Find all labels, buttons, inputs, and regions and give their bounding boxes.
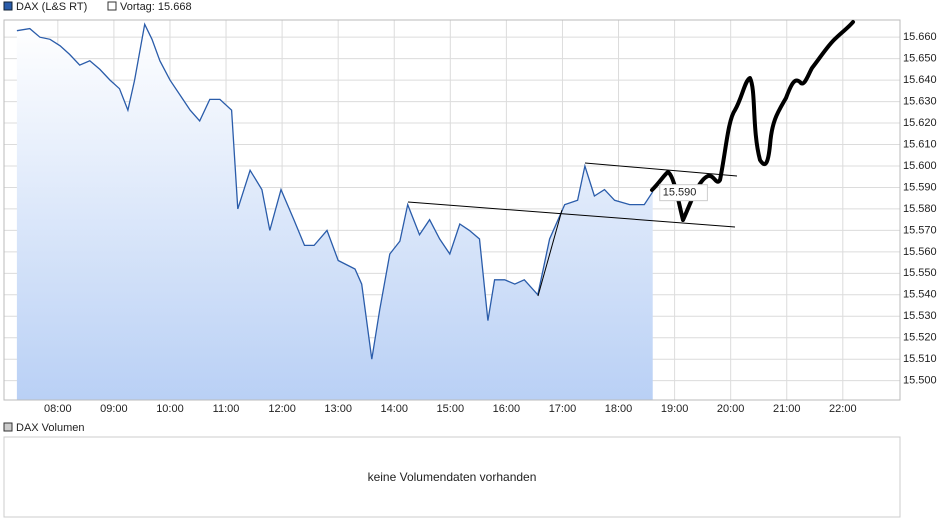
legend-swatch — [3, 422, 13, 432]
price-line — [16, 22, 654, 360]
trend-line — [407, 201, 736, 228]
y-tick-label: 15.660 — [903, 31, 937, 43]
legend-swatch — [3, 1, 13, 11]
last-value-label: 15.590 — [663, 187, 697, 199]
trend-line — [584, 162, 738, 177]
y-tick-label: 15.550 — [903, 267, 937, 279]
y-tick-label: 15.510 — [903, 353, 937, 365]
volume-message: keine Volumendaten vorhanden — [368, 470, 537, 484]
hand-drawn-projection — [650, 20, 855, 222]
y-tick-label: 15.600 — [903, 160, 937, 172]
plot-frame — [3, 19, 901, 401]
area-fill — [16, 24, 653, 401]
legend-label: Vortag: 15.668 — [120, 1, 192, 13]
legend-label: DAX (L&S RT) — [16, 1, 87, 13]
y-tick-label: 15.590 — [903, 181, 937, 193]
y-tick-label: 15.540 — [903, 289, 937, 301]
last-value-box — [659, 184, 708, 202]
y-tick-label: 15.620 — [903, 117, 937, 129]
x-tick-label: 11:00 — [213, 403, 240, 415]
x-tick-label: 19:00 — [661, 403, 689, 415]
x-tick-label: 18:00 — [605, 403, 633, 415]
x-tick-label: 15:00 — [437, 403, 465, 415]
x-tick-label: 20:00 — [717, 403, 745, 415]
x-tick-label: 17:00 — [549, 403, 577, 415]
y-tick-label: 15.560 — [903, 246, 937, 258]
x-tick-label: 14:00 — [380, 403, 408, 415]
y-tick-label: 15.640 — [903, 74, 937, 86]
x-tick-label: 10:00 — [156, 403, 184, 415]
legend-swatch — [107, 1, 117, 11]
volume-title: DAX Volumen — [16, 422, 84, 434]
y-tick-label: 15.610 — [903, 138, 937, 150]
trend-line — [537, 209, 563, 297]
x-tick-label: 08:00 — [44, 403, 72, 415]
x-tick-label: 21:00 — [773, 403, 801, 415]
x-tick-label: 13:00 — [324, 403, 352, 415]
x-tick-label: 22:00 — [829, 403, 857, 415]
y-tick-label: 15.500 — [903, 375, 937, 387]
y-tick-label: 15.530 — [903, 310, 937, 322]
y-tick-label: 15.520 — [903, 332, 937, 344]
y-tick-label: 15.630 — [903, 95, 937, 107]
y-tick-label: 15.570 — [903, 224, 937, 236]
y-tick-label: 15.650 — [903, 53, 937, 65]
y-tick-label: 15.580 — [903, 203, 937, 215]
volume-panel — [3, 436, 901, 518]
x-tick-label: 16:00 — [493, 403, 521, 415]
x-tick-label: 12:00 — [268, 403, 296, 415]
plot — [4, 19, 900, 401]
x-tick-label: 09:00 — [100, 403, 128, 415]
